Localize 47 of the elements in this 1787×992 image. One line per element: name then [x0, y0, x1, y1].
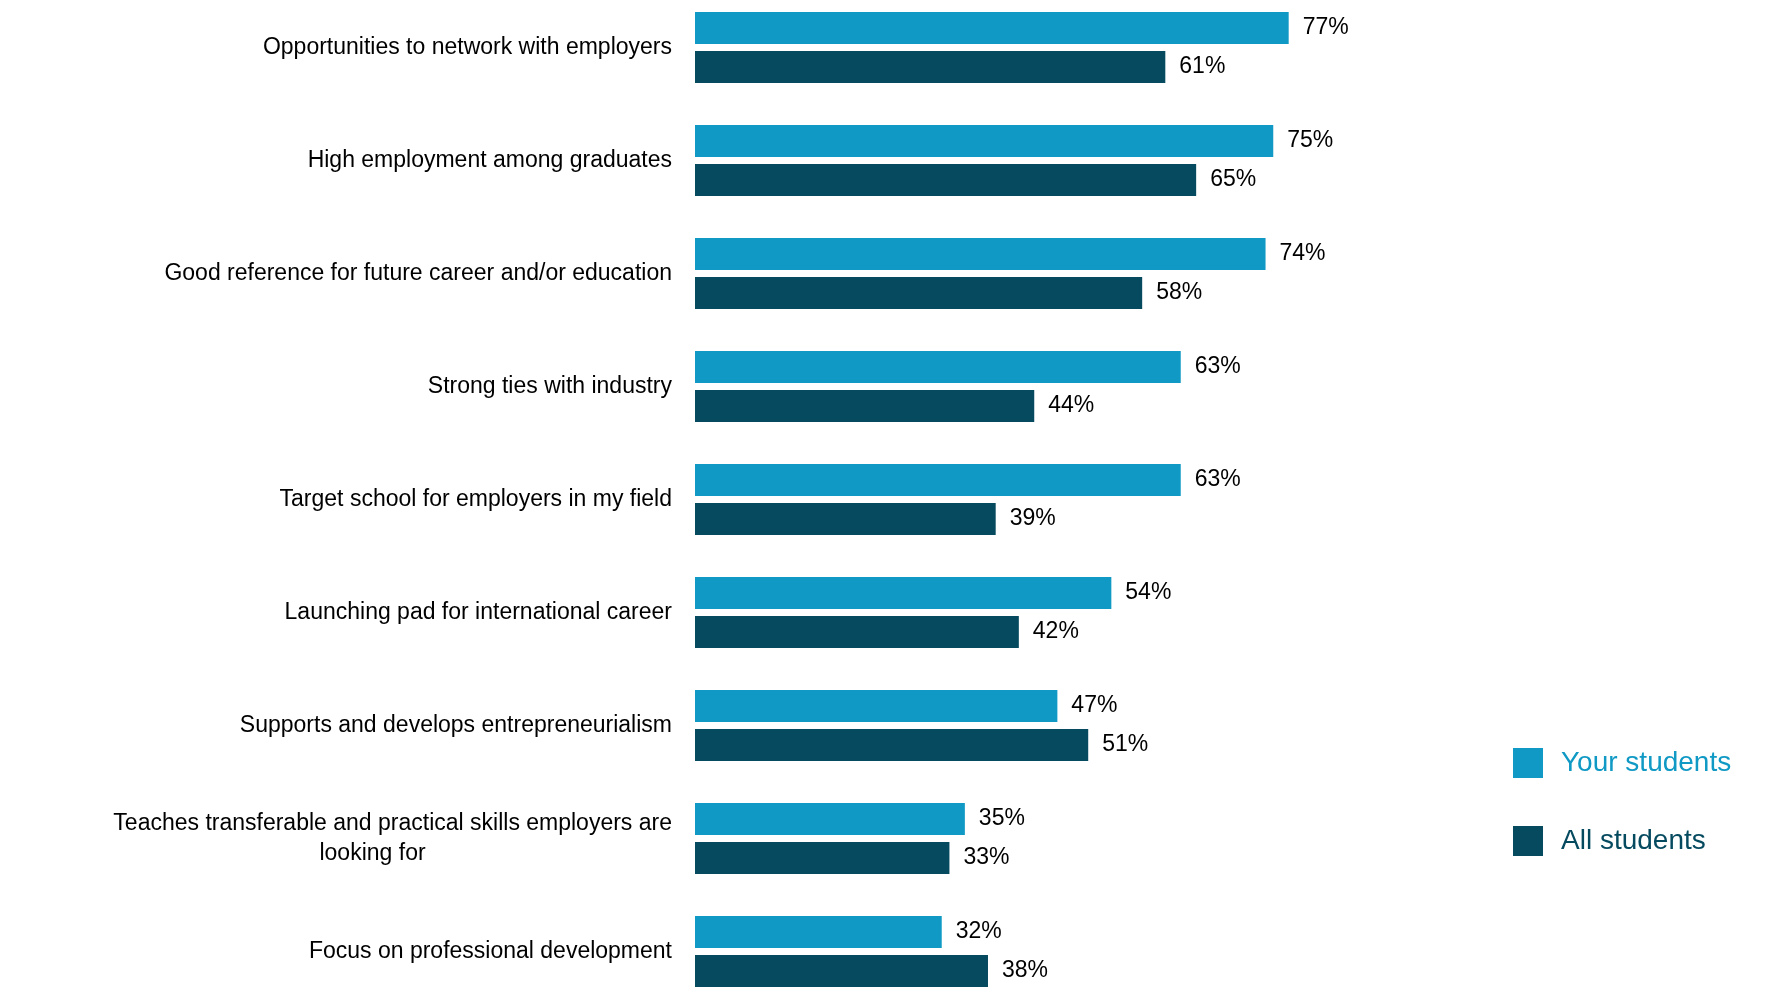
data-label: 35% — [978, 804, 1025, 831]
data-label: 42% — [1032, 617, 1079, 644]
y-tick-label: High employment among graduates — [307, 145, 672, 172]
y-tick-label: Strong ties with industry — [427, 371, 673, 398]
y-tick-label: Target school for employers in my field — [279, 484, 672, 511]
data-label: 33% — [963, 843, 1010, 870]
bar — [695, 125, 1274, 157]
bar — [695, 238, 1266, 270]
y-tick-label: Launching pad for international career — [284, 597, 673, 624]
y-tick-label: Focus on professional development — [308, 936, 673, 963]
data-label: 74% — [1279, 239, 1326, 266]
bar — [695, 164, 1197, 196]
data-label: 63% — [1194, 352, 1241, 379]
data-label: 61% — [1179, 52, 1226, 79]
bar — [695, 803, 965, 835]
bar — [695, 12, 1289, 44]
data-label: 58% — [1156, 278, 1203, 305]
bar — [695, 464, 1181, 496]
data-label: 63% — [1194, 465, 1241, 492]
bar — [695, 351, 1181, 383]
data-label: 39% — [1009, 504, 1056, 531]
bar — [695, 277, 1143, 309]
y-tick-label: Opportunities to network with employers — [262, 32, 672, 59]
data-label: 47% — [1071, 691, 1118, 718]
data-label: 51% — [1102, 730, 1149, 757]
bar — [695, 503, 996, 535]
data-label: 44% — [1048, 391, 1095, 418]
data-label: 77% — [1302, 13, 1349, 40]
bar — [695, 842, 950, 874]
bar — [695, 390, 1035, 422]
data-label: 38% — [1001, 956, 1049, 983]
bar — [695, 616, 1019, 648]
legend-label: All students — [1561, 824, 1706, 856]
y-tick-label: Supports and develops entrepreneurialism — [239, 710, 672, 737]
data-label: 54% — [1125, 578, 1172, 605]
bar — [695, 577, 1112, 609]
legend-label: Your students — [1561, 746, 1732, 778]
data-label: 65% — [1210, 165, 1257, 192]
y-tick-label: Good reference for future career and/or education — [164, 258, 672, 285]
bar — [695, 955, 988, 987]
bar — [695, 916, 942, 948]
data-label: 32% — [955, 917, 1002, 944]
data-label: 75% — [1287, 126, 1334, 153]
y-tick-label: Teaches transferable and practical skills employers are looking for — [113, 808, 672, 865]
bar — [695, 690, 1058, 722]
bar — [695, 51, 1166, 83]
bar — [695, 729, 1089, 761]
